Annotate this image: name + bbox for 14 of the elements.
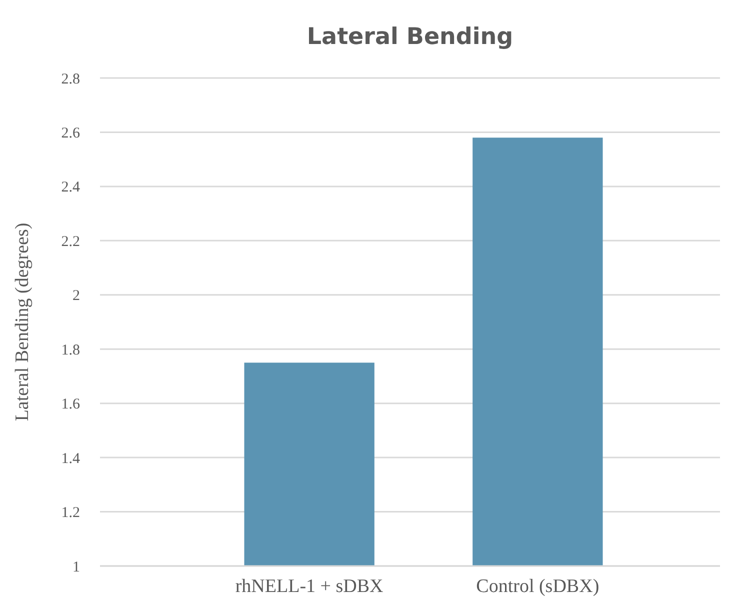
x-tick-label: Control (sDBX) [476,576,600,597]
y-tick-label: 2.8 [61,71,80,88]
y-tick-label: 1.8 [61,342,80,358]
y-tick-label: 1.2 [61,505,80,522]
y-tick-label: 2.6 [61,125,80,142]
y-tick-label: 1 [72,559,80,576]
y-tick-label: 2.2 [61,234,80,250]
y-tick-label: 1.6 [61,396,80,413]
x-tick-label: rhNELL-1 + sDBX [235,576,384,597]
y-tick-label: 2 [72,288,80,304]
y-tick-label: 2.4 [61,180,80,196]
y-tick-label: 1.4 [61,450,80,467]
chart-title: Lateral Bending [306,24,514,50]
y-axis-title: Lateral Bending (degrees) [12,222,33,422]
